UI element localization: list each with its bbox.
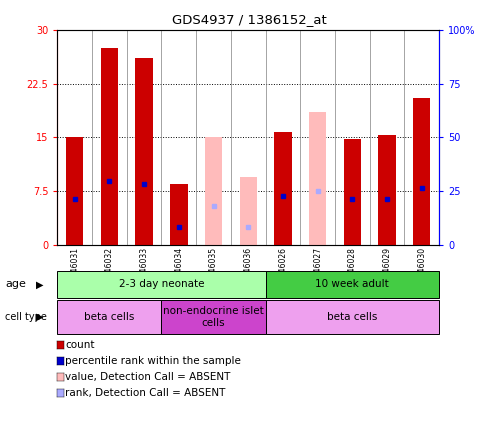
Bar (378, 135, 396, 245)
Bar (413, 98, 431, 245)
Bar (57, 271, 265, 298)
Text: rank, Detection Call = ABSENT: rank, Detection Call = ABSENT (65, 388, 226, 398)
Bar (205, 137, 222, 245)
Text: 10 week adult: 10 week adult (315, 280, 389, 289)
Text: 2-3 day neonate: 2-3 day neonate (119, 280, 204, 289)
Text: ▶: ▶ (36, 280, 44, 289)
Bar (240, 177, 257, 245)
Text: ▶: ▶ (36, 312, 44, 322)
Text: cell type: cell type (5, 312, 47, 322)
Bar (265, 271, 439, 298)
Text: value, Detection Call = ABSENT: value, Detection Call = ABSENT (65, 372, 231, 382)
Text: age: age (5, 280, 26, 289)
Bar (265, 300, 439, 334)
Bar (101, 48, 118, 245)
Bar (309, 113, 326, 245)
Bar (57, 300, 162, 334)
Bar (162, 300, 265, 334)
Text: GDS4937 / 1386152_at: GDS4937 / 1386152_at (172, 13, 327, 26)
Text: beta cells: beta cells (327, 312, 378, 322)
Text: percentile rank within the sample: percentile rank within the sample (65, 356, 242, 366)
Text: beta cells: beta cells (84, 312, 135, 322)
Text: non-endocrine islet
cells: non-endocrine islet cells (163, 306, 264, 328)
Bar (344, 139, 361, 245)
Bar (274, 132, 291, 245)
Bar (170, 184, 188, 245)
Text: count: count (65, 340, 95, 350)
Bar (66, 137, 83, 245)
Bar (135, 58, 153, 245)
